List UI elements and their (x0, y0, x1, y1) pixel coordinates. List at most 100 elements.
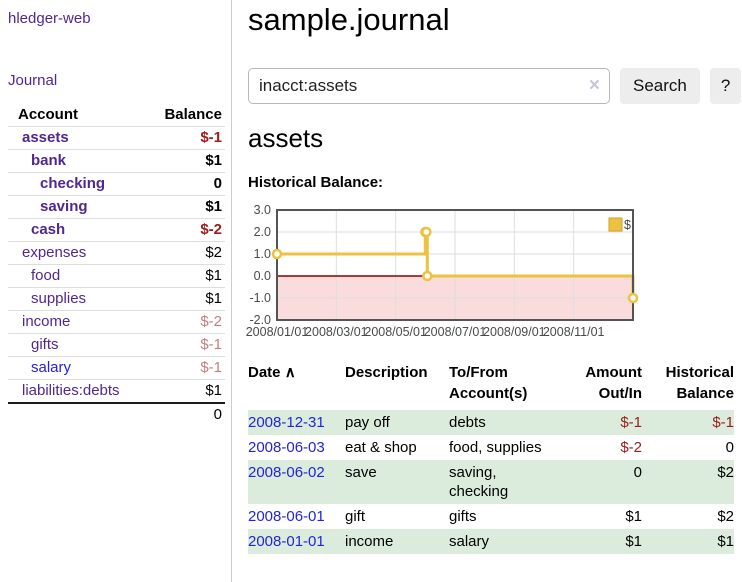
clear-search-icon[interactable]: × (589, 75, 600, 96)
y-axis-tick-label: 2.0 (254, 225, 271, 239)
account-heading: assets (248, 122, 323, 154)
account-row: saving $1 (8, 196, 225, 219)
accounts-table: Account Balance assets $-1 bank $1 checking 0… (8, 104, 225, 426)
account-row: bank $1 (8, 150, 225, 173)
transaction-balance: $2 (642, 460, 734, 504)
main-panel: sample.journal × Search ? assets Histori… (248, 0, 742, 582)
account-balance: $1 (149, 288, 225, 311)
transaction-amount: $-1 (561, 410, 642, 435)
x-axis-tick-label: 2008/05/01 (364, 325, 427, 339)
search-button[interactable]: Search (620, 68, 700, 104)
data-point-marker (629, 294, 637, 302)
chart-heading: Historical Balance: (248, 174, 383, 192)
date-header-label: Date (248, 364, 281, 381)
account-link[interactable]: checking (40, 175, 105, 192)
transaction-row: 2008-06-02savesaving, checking0$2 (248, 460, 734, 504)
account-link[interactable]: cash (31, 221, 65, 238)
sidebar: hledger-web Journal Account Balance asse… (0, 0, 232, 582)
brand-link[interactable]: hledger-web (8, 10, 91, 27)
help-button[interactable]: ? (710, 68, 741, 104)
account-link[interactable]: saving (40, 198, 88, 215)
accounts-total-balance: 0 (149, 403, 225, 426)
y-axis-tick-label: 1.0 (254, 247, 271, 261)
account-row: supplies $1 (8, 288, 225, 311)
register-table: Date ∧ Description To/From Account(s) Am… (248, 362, 734, 554)
account-link[interactable]: supplies (31, 290, 86, 307)
transaction-date-link[interactable]: 2008-01-01 (248, 533, 325, 550)
historical-balance-chart: $3.02.01.00.0-1.0-2.02008/01/012008/03/0… (248, 205, 742, 347)
transaction-row: 2008-12-31pay offdebts$-1$-1 (248, 410, 734, 435)
transaction-description: gift (345, 504, 449, 529)
account-balance: $-1 (149, 357, 225, 380)
transaction-accounts: saving, checking (449, 460, 561, 504)
y-axis-tick-label: 0.0 (254, 269, 271, 283)
sort-ascending-icon: ∧ (285, 364, 296, 381)
accounts-total-row: 0 (8, 403, 225, 426)
transaction-date-link[interactable]: 2008-06-03 (248, 439, 325, 456)
search-form: × Search ? (248, 68, 742, 104)
y-axis-tick-label: -1.0 (249, 291, 271, 305)
x-axis-tick-label: 2008/01/01 (246, 325, 309, 339)
account-link[interactable]: income (22, 313, 70, 330)
transaction-date-link[interactable]: 2008-06-02 (248, 464, 325, 481)
transaction-balance: $2 (642, 504, 734, 529)
account-row: checking 0 (8, 173, 225, 196)
transaction-accounts: debts (449, 410, 561, 435)
account-link[interactable]: salary (31, 359, 71, 376)
legend-label: $ (624, 218, 631, 232)
account-link[interactable]: food (31, 267, 60, 284)
register-column-header-date: Date ∧ (248, 362, 345, 410)
transaction-balance: 0 (642, 435, 734, 460)
transaction-row: 2008-06-03eat & shopfood, supplies$-20 (248, 435, 734, 460)
chart-svg: $3.02.01.00.0-1.0-2.02008/01/012008/03/0… (248, 205, 742, 347)
transaction-accounts: gifts (449, 504, 561, 529)
register-column-header-description: Description (345, 362, 449, 410)
account-balance: $1 (149, 196, 225, 219)
account-balance: $1 (149, 265, 225, 288)
transaction-accounts: salary (449, 529, 561, 554)
transaction-balance: $1 (642, 529, 734, 554)
register-column-header-amount: Amount Out/In (561, 362, 642, 410)
account-row: liabilities:debts$1 (8, 380, 225, 404)
y-axis-tick-label: 3.0 (254, 203, 271, 217)
transaction-description: save (345, 460, 449, 504)
data-point-marker (422, 228, 430, 236)
transaction-date-link[interactable]: 2008-12-31 (248, 414, 325, 431)
account-link[interactable]: liabilities:debts (22, 382, 120, 399)
x-axis-tick-label: 2008/09/01 (483, 325, 546, 339)
accounts-column-header-account: Account (8, 104, 149, 127)
account-link[interactable]: expenses (22, 244, 86, 261)
account-link[interactable]: gifts (31, 336, 59, 353)
account-balance: $-1 (149, 334, 225, 357)
account-link[interactable]: bank (31, 152, 66, 169)
transaction-row: 2008-06-01giftgifts$1$2 (248, 504, 734, 529)
account-row: income $-2 (8, 311, 225, 334)
transaction-description: eat & shop (345, 435, 449, 460)
transaction-description: income (345, 529, 449, 554)
search-input[interactable] (248, 68, 610, 104)
account-balance: 0 (149, 173, 225, 196)
accounts-header-row: Account Balance (8, 104, 225, 127)
x-axis-tick-label: 2008/11/01 (543, 325, 605, 339)
search-input-wrap: × (248, 68, 610, 104)
account-balance: $2 (149, 242, 225, 265)
account-balance: $-2 (149, 311, 225, 334)
account-row: gifts $-1 (8, 334, 225, 357)
transaction-row: 2008-01-01incomesalary$1$1 (248, 529, 734, 554)
account-balance: $1 (149, 150, 225, 173)
account-row: salary $-1 (8, 357, 225, 380)
register-column-header-balance: Historical Balance (642, 362, 734, 410)
transaction-description: pay off (345, 410, 449, 435)
register-column-header-accounts: To/From Account(s) (449, 362, 561, 410)
page-title: sample.journal (248, 0, 450, 40)
account-balance: $-2 (149, 219, 225, 242)
sidebar-item-journal[interactable]: Journal (8, 72, 57, 89)
account-row: expenses $2 (8, 242, 225, 265)
transaction-amount: $-2 (561, 435, 642, 460)
account-row: cash $-2 (8, 219, 225, 242)
transaction-date-link[interactable]: 2008-06-01 (248, 508, 325, 525)
data-point-marker (273, 250, 281, 258)
transaction-amount: $1 (561, 529, 642, 554)
account-link[interactable]: assets (22, 129, 69, 146)
register-header-row: Date ∧ Description To/From Account(s) Am… (248, 362, 734, 410)
